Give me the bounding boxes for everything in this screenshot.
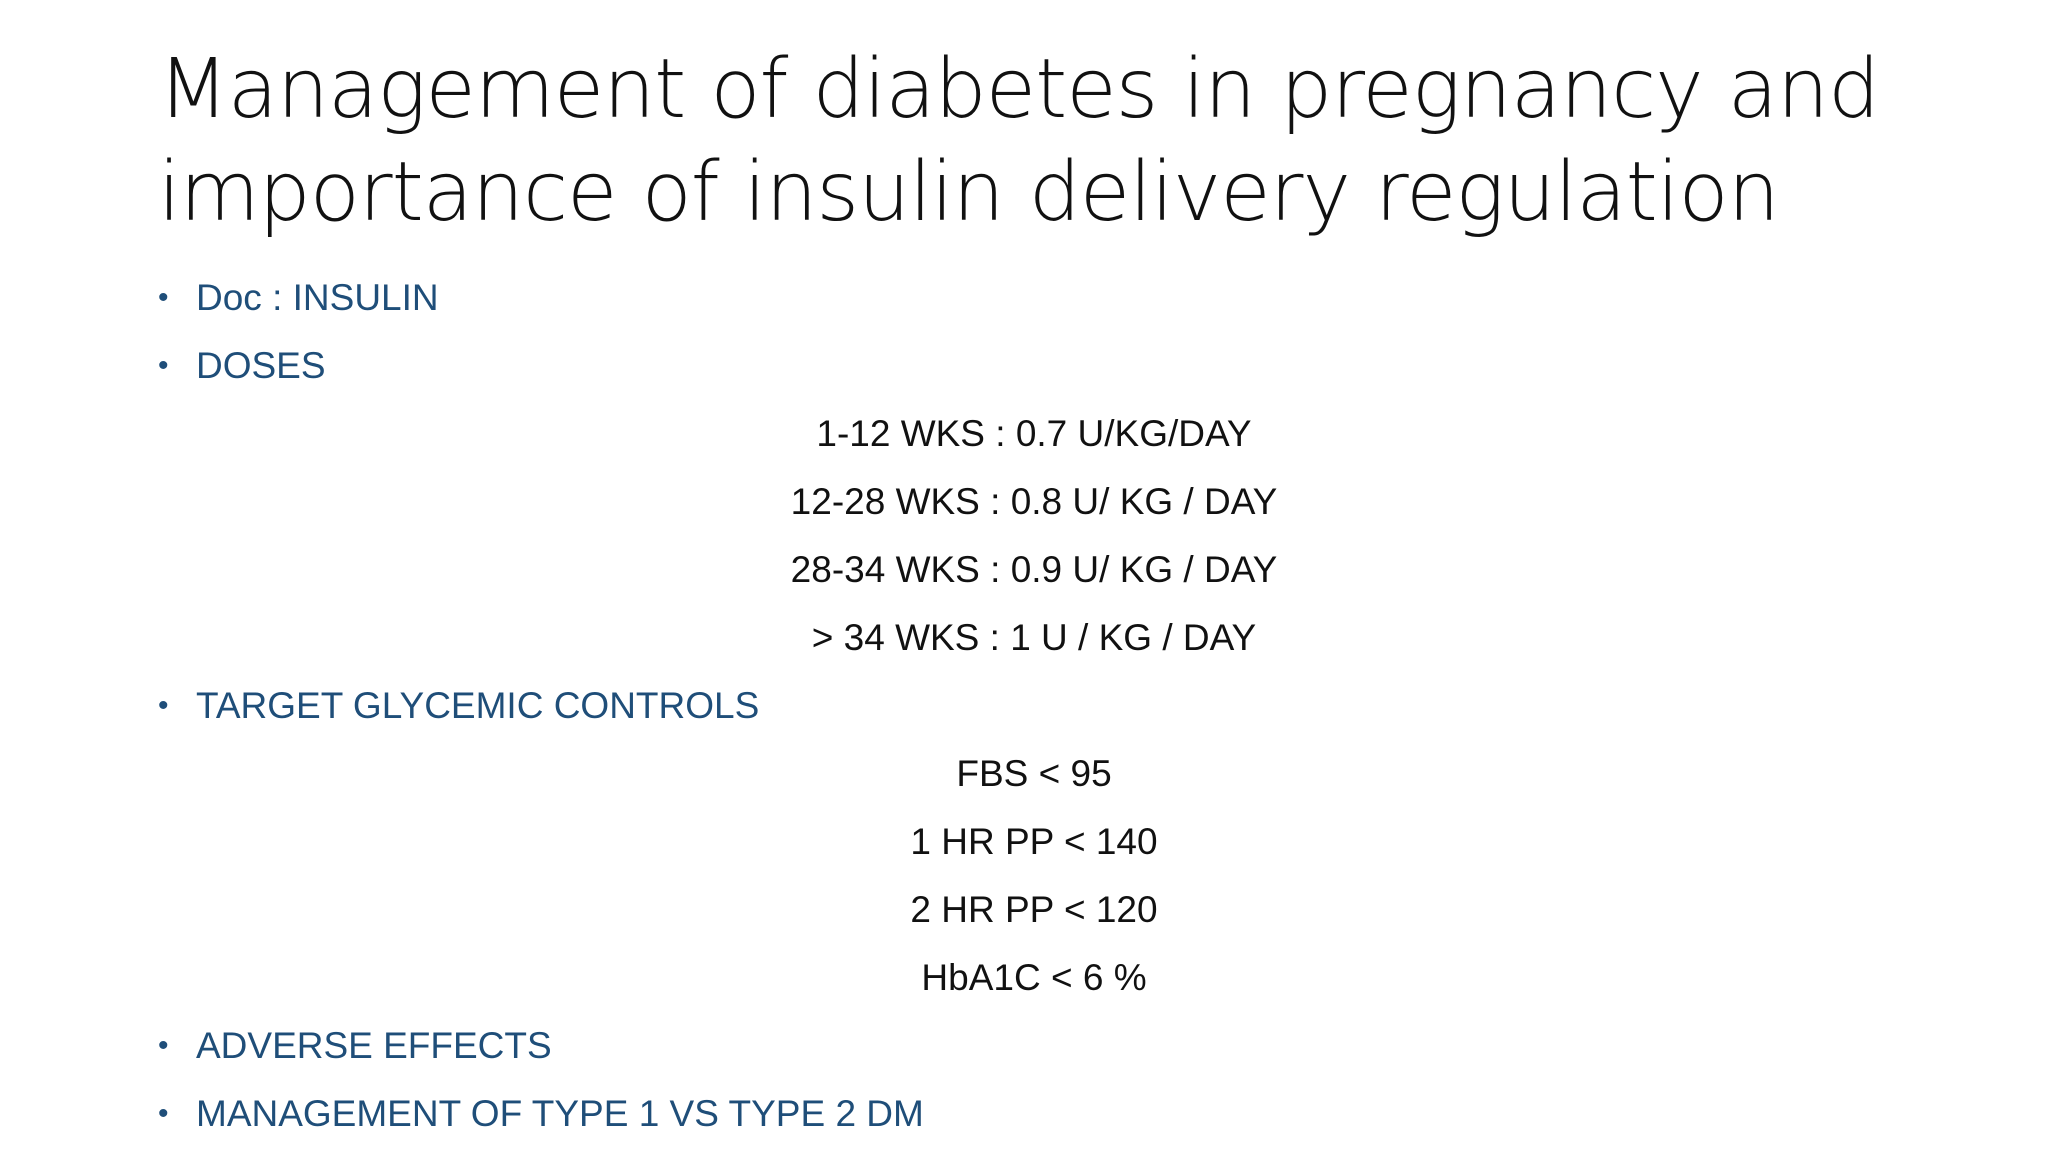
target-line-2: 1 HR PP < 140: [910, 821, 1158, 862]
bullet-dot-icon: •: [158, 689, 169, 722]
slide-title-line-1: Management of diabetes in pregnancy and: [158, 42, 1880, 137]
dose-line-3: 28-34 WKS : 0.9 U/ KG / DAY: [790, 549, 1278, 590]
target-line-4: HbA1C < 6 %: [921, 957, 1147, 998]
bullet-dot-icon: •: [158, 281, 169, 314]
dose-line-4: > 34 WKS : 1 U / KG / DAY: [811, 617, 1257, 658]
target-line-3: 2 HR PP < 120: [910, 889, 1158, 930]
bullet-adverse-text: ADVERSE EFFECTS: [196, 1025, 552, 1066]
dose-line-2: 12-28 WKS : 0.8 U/ KG / DAY: [790, 481, 1278, 522]
bullet-targets-text: TARGET GLYCEMIC CONTROLS: [196, 685, 760, 726]
slide-title-line-2: importance of insulin delivery regulatio…: [158, 145, 1780, 240]
bullet-doses-text: DOSES: [196, 345, 326, 386]
bullet-dot-icon: •: [158, 1097, 169, 1130]
bullet-dot-icon: •: [158, 1029, 169, 1062]
bullet-doc-text: Doc : INSULIN: [196, 277, 439, 318]
target-line-1: FBS < 95: [956, 753, 1112, 794]
slide-title: Management of diabetes in pregnancy and …: [158, 38, 1918, 244]
dose-line-1: 1-12 WKS : 0.7 U/KG/DAY: [816, 413, 1252, 454]
bullet-dot-icon: •: [158, 349, 169, 382]
bullet-management-text: MANAGEMENT OF TYPE 1 VS TYPE 2 DM: [196, 1093, 924, 1134]
